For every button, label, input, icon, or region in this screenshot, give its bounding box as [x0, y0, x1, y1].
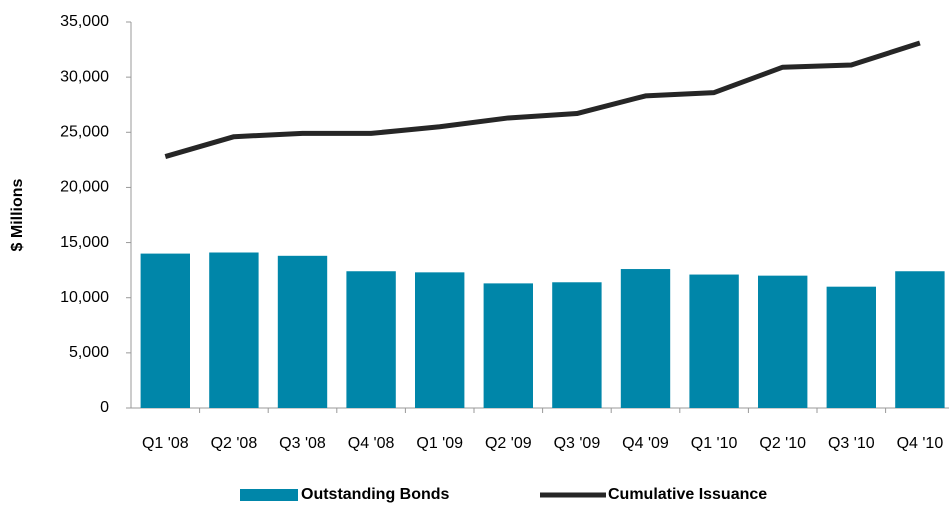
- bar: [483, 283, 533, 408]
- y-tick-label: 10,000: [60, 289, 109, 306]
- y-tick-label: 5,000: [69, 344, 109, 361]
- bar: [758, 275, 808, 408]
- bar: [826, 286, 876, 408]
- x-tick-label: Q2 '10: [759, 435, 806, 452]
- legend-swatch: [240, 489, 298, 501]
- bar: [689, 274, 739, 408]
- legend-label: Outstanding Bonds: [301, 486, 450, 503]
- bar: [346, 271, 396, 408]
- x-tick-label: Q1 '08: [142, 435, 189, 452]
- bar: [620, 269, 671, 408]
- y-axis-title: $ Millions: [9, 178, 26, 251]
- x-tick-label: Q2 '08: [211, 435, 258, 452]
- x-tick-label: Q3 '10: [828, 435, 875, 452]
- x-tick-label: Q4 '09: [622, 435, 669, 452]
- x-tick-label: Q3 '09: [554, 435, 601, 452]
- x-tick-label: Q4 '08: [348, 435, 395, 452]
- x-tick-label: Q3 '08: [279, 435, 326, 452]
- y-tick-label: 20,000: [60, 179, 109, 196]
- y-tick-label: 0: [100, 399, 109, 416]
- y-tick-label: 30,000: [60, 68, 109, 85]
- bar: [552, 282, 602, 408]
- x-tick-label: Q1 '10: [691, 435, 738, 452]
- y-tick-label: 35,000: [60, 13, 109, 30]
- x-tick-label: Q2 '09: [485, 435, 532, 452]
- x-tick-label: Q1 '09: [416, 435, 463, 452]
- y-tick-label: 15,000: [60, 234, 109, 251]
- y-tick-label: 25,000: [60, 124, 109, 141]
- bar: [895, 271, 945, 408]
- bar: [209, 252, 259, 408]
- bar: [277, 255, 328, 408]
- bar: [140, 253, 190, 408]
- legend-label: Cumulative Issuance: [608, 486, 767, 503]
- line: [164, 40, 921, 159]
- x-tick-label: Q4 '10: [897, 435, 944, 452]
- bar: [415, 272, 465, 408]
